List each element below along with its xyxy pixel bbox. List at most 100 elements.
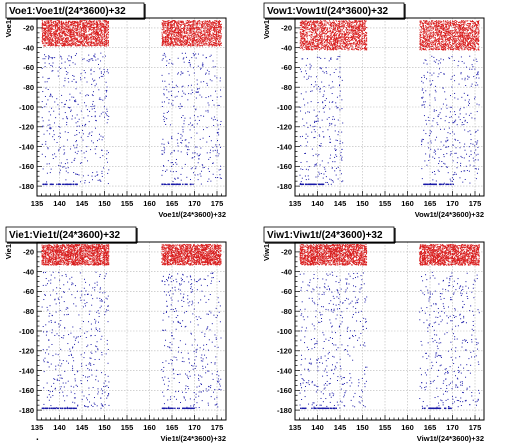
upper-point [204,28,206,30]
upper-point [70,33,72,35]
upper-point [207,29,208,31]
upper-point [87,44,89,46]
upper-point [84,24,86,26]
upper-point [88,45,90,47]
upper-point [42,35,44,37]
upper-point [52,39,54,41]
upper-point [214,25,216,27]
upper-point [188,45,189,46]
upper-point [307,48,309,50]
lower-point [219,77,221,79]
upper-point [309,35,311,37]
upper-point [302,20,304,22]
upper-point [57,32,59,34]
upper-point [86,39,87,40]
upper-point [299,32,301,34]
y-axis-label: Voe1 [4,20,13,37]
upper-point [72,42,73,43]
upper-point [75,32,77,34]
upper-point [177,38,179,40]
upper-point [177,23,179,25]
upper-point [194,25,196,27]
lower-point [196,153,198,155]
upper-point [92,43,94,45]
lower-point [215,177,217,179]
upper-point [88,22,90,24]
upper-point [300,43,302,45]
upper-point [80,43,82,45]
upper-point [300,23,302,24]
lower-point [106,71,108,73]
upper-point [218,29,220,31]
upper-point [75,33,77,35]
upper-point [95,40,97,42]
upper-point [91,27,93,28]
upper-point [176,22,178,24]
upper-point [306,49,308,51]
lower-point [62,118,64,120]
upper-point [201,43,203,45]
upper-point [90,23,92,25]
upper-point [53,29,55,30]
upper-point [186,27,188,29]
lower-point [218,153,220,155]
upper-point [168,28,169,30]
upper-point [200,38,202,40]
upper-point [106,37,108,39]
upper-point [162,35,164,37]
lower-point [48,56,50,58]
upper-point [54,22,56,24]
lower-point [84,72,86,74]
upper-point [100,35,102,37]
lower-point [207,180,209,182]
upper-point [91,25,93,27]
upper-point [59,29,60,31]
lower-point [84,102,86,104]
lower-point [45,103,47,105]
upper-point [101,26,103,28]
upper-point [96,22,98,24]
lower-point [44,156,46,158]
lower-point [43,133,45,135]
lower-point [42,168,44,170]
upper-point [43,35,45,37]
lower-point [185,139,187,141]
upper-point [77,33,78,35]
lower-point [91,94,93,96]
upper-point [48,39,50,41]
upper-point [81,34,82,36]
lower-point [200,68,202,70]
upper-point [190,39,191,41]
upper-point [208,40,210,42]
upper-point [64,45,66,46]
upper-point [215,24,217,26]
upper-point [168,24,169,26]
baseline-point [44,183,47,186]
lower-point [78,125,80,127]
lower-point [169,124,171,126]
upper-point [310,43,312,45]
lower-point [44,106,46,108]
upper-point [162,37,164,39]
upper-point [180,28,182,30]
lower-point [186,154,188,156]
upper-point [103,27,105,29]
lower-point [182,115,184,117]
upper-point [213,44,215,46]
upper-point [65,37,67,39]
upper-point [301,43,303,45]
lower-point [100,99,102,101]
lower-point [69,64,71,66]
upper-point [218,24,220,25]
upper-point [55,31,57,33]
upper-point [203,35,205,37]
upper-point [49,39,51,41]
upper-point [104,20,106,22]
upper-point [203,20,205,22]
upper-point [61,22,63,24]
upper-point [204,20,206,22]
lower-point [177,132,179,134]
upper-point [103,26,105,28]
upper-point [219,24,221,26]
upper-point [89,26,91,28]
